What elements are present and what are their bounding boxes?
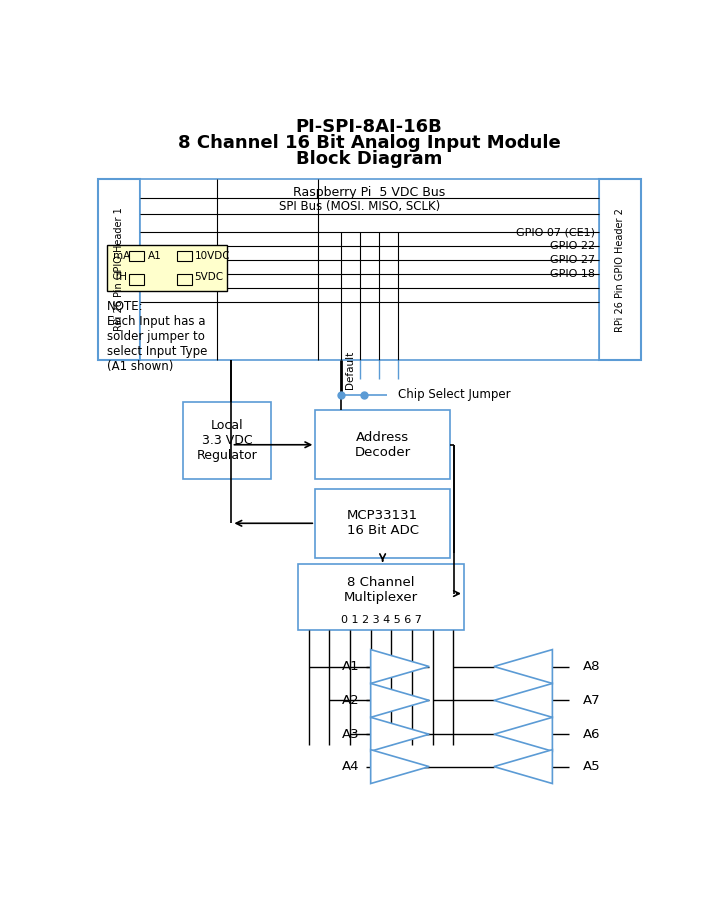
Polygon shape: [494, 684, 552, 717]
Text: 8 Channel
Multiplexer: 8 Channel Multiplexer: [344, 576, 418, 604]
Text: PI-SPI-8AI-16B: PI-SPI-8AI-16B: [296, 118, 443, 135]
Text: Local
3.3 VDC
Regulator: Local 3.3 VDC Regulator: [197, 419, 257, 462]
Text: RPi 26 Pin GPIO Header 2: RPi 26 Pin GPIO Header 2: [615, 208, 625, 331]
Text: 0 1 2 3 4 5 6 7: 0 1 2 3 4 5 6 7: [340, 615, 422, 625]
Text: Raspberry Pi  5 VDC Bus: Raspberry Pi 5 VDC Bus: [293, 187, 446, 199]
Text: A1: A1: [148, 251, 162, 261]
Text: A1: A1: [342, 660, 360, 673]
Polygon shape: [371, 650, 429, 684]
Polygon shape: [494, 717, 552, 751]
Polygon shape: [494, 650, 552, 684]
Bar: [298, 565, 464, 630]
Polygon shape: [371, 717, 429, 751]
Text: A4: A4: [342, 760, 360, 773]
Text: A3: A3: [342, 727, 360, 741]
Text: A2: A2: [342, 694, 360, 707]
Text: A5: A5: [583, 760, 601, 773]
Text: A7: A7: [583, 694, 601, 707]
Bar: [183, 403, 271, 479]
Bar: [141, 179, 598, 360]
Text: TH: TH: [113, 272, 128, 282]
Text: Chip Select Jumper: Chip Select Jumper: [399, 388, 511, 401]
Text: mA: mA: [113, 251, 131, 261]
Bar: [129, 274, 144, 285]
Bar: [107, 244, 226, 291]
Text: Address
Decoder: Address Decoder: [355, 431, 411, 458]
Bar: [177, 274, 192, 285]
Bar: [315, 489, 450, 558]
Bar: [98, 179, 141, 360]
Text: GPIO 27: GPIO 27: [549, 255, 595, 265]
Text: SPI Bus (MOSI. MISO, SCLK): SPI Bus (MOSI. MISO, SCLK): [279, 199, 441, 212]
Text: 8 Channel 16 Bit Analog Input Module: 8 Channel 16 Bit Analog Input Module: [178, 134, 560, 152]
Polygon shape: [371, 749, 429, 783]
Bar: [598, 179, 641, 360]
Text: RPi 26 Pin GPIO Header 1: RPi 26 Pin GPIO Header 1: [114, 208, 124, 331]
Text: A8: A8: [583, 660, 601, 673]
Text: 10VDC: 10VDC: [195, 251, 230, 261]
Text: MCP33131
16 Bit ADC: MCP33131 16 Bit ADC: [347, 510, 419, 537]
Text: GPIO 22: GPIO 22: [549, 241, 595, 251]
Polygon shape: [371, 684, 429, 717]
Bar: [177, 251, 192, 262]
Bar: [315, 410, 450, 479]
Text: GPIO 07 (CE1): GPIO 07 (CE1): [516, 227, 595, 237]
Text: 5VDC: 5VDC: [195, 272, 224, 282]
Text: Default: Default: [345, 350, 355, 389]
Text: GPIO 18: GPIO 18: [549, 269, 595, 279]
Polygon shape: [494, 749, 552, 783]
Text: NOTE:
Each Input has a
solder jumper to
select Input Type
(A1 shown): NOTE: Each Input has a solder jumper to …: [107, 300, 208, 373]
Bar: [129, 251, 144, 262]
Text: A6: A6: [583, 727, 601, 741]
Text: Block Diagram: Block Diagram: [296, 150, 442, 168]
